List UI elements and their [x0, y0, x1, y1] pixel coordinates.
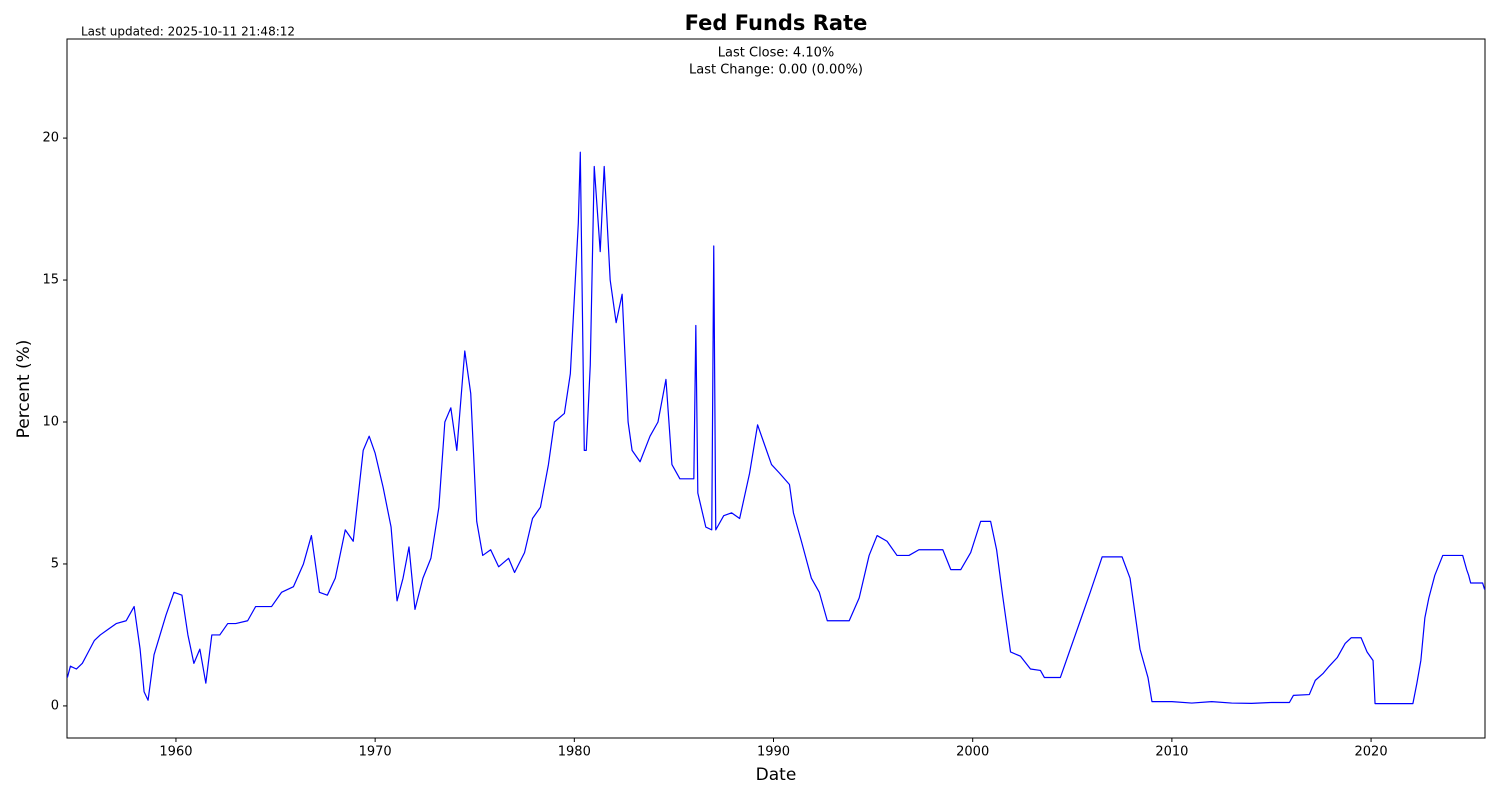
x-tick-label: 1970 [359, 745, 392, 760]
x-axis-label: Date [756, 765, 797, 785]
x-tick-label: 1990 [757, 745, 790, 760]
y-tick-label: 5 [51, 556, 59, 571]
y-tick-label: 10 [42, 415, 59, 430]
last-updated: Last updated: 2025-10-11 21:48:12 [81, 25, 295, 39]
x-tick-label: 2020 [1355, 745, 1388, 760]
plot-frame [66, 38, 1486, 739]
annotation: Last Close: 4.10% [718, 46, 834, 61]
y-tick-label: 15 [42, 273, 59, 288]
x-tick-label: 2010 [1155, 745, 1188, 760]
chart-title: Fed Funds Rate [685, 11, 868, 35]
y-tick-label: 0 [51, 698, 59, 713]
y-axis-label: Percent (%) [14, 340, 34, 439]
annotation: Last Change: 0.00 (0.00%) [689, 63, 863, 78]
line-series [66, 151, 1486, 705]
x-tick-label: 2000 [956, 745, 989, 760]
x-tick-label: 1960 [159, 745, 192, 760]
x-tick-label: 1980 [558, 745, 591, 760]
y-tick-label: 20 [42, 131, 59, 146]
